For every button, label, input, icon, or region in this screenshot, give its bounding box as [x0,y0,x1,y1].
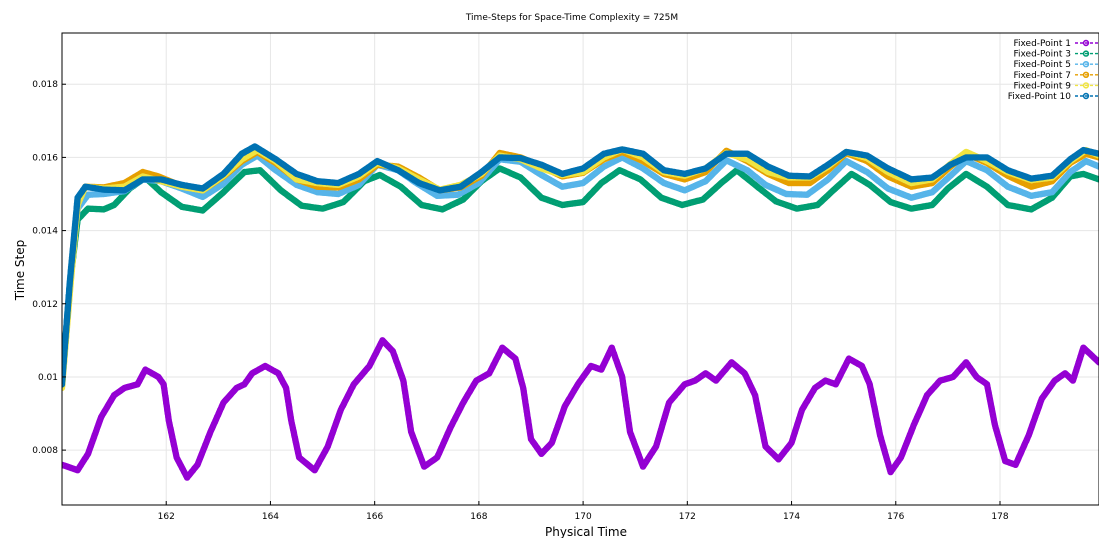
series-fixed-point-1 [62,337,1099,481]
series-layer [62,143,1099,481]
grid [62,33,1099,505]
